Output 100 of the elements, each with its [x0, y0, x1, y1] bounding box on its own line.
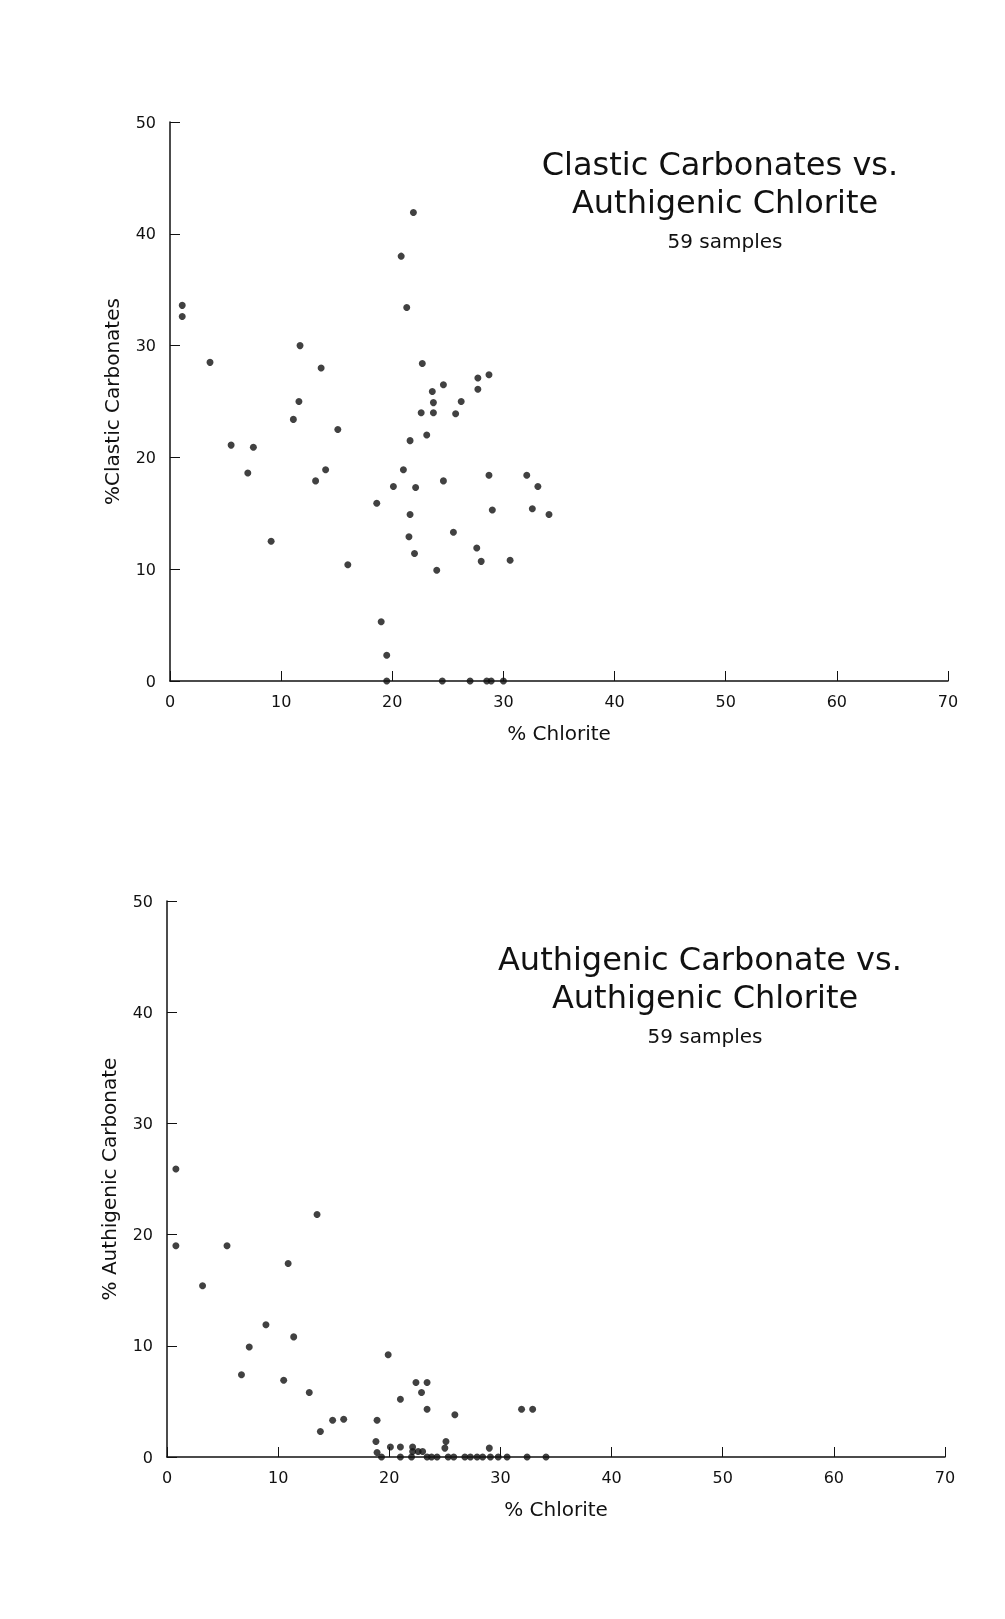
x-tick-label: 50	[712, 1467, 733, 1487]
point	[383, 677, 391, 685]
x-tick-label: 60	[826, 691, 848, 711]
point	[377, 618, 385, 626]
point	[372, 1437, 380, 1445]
point	[433, 566, 441, 574]
point	[457, 398, 465, 405]
y-tick-label: 20	[135, 447, 156, 467]
point	[485, 1444, 493, 1452]
point	[423, 431, 431, 439]
x-tick-label: 0	[161, 1467, 173, 1487]
x-tick-label: 70	[934, 1467, 956, 1487]
point	[237, 1371, 245, 1379]
y-tick-label: 0	[145, 671, 156, 691]
point	[423, 1379, 431, 1386]
x-tick-label: 30	[490, 1467, 511, 1487]
x-tick-label: 70	[937, 691, 959, 711]
point	[412, 484, 420, 492]
point	[312, 477, 320, 485]
x-tick-label: 10	[267, 1467, 289, 1487]
point	[344, 561, 352, 569]
y-tick-label: 20	[132, 1225, 153, 1245]
point	[477, 557, 485, 565]
point	[488, 506, 496, 514]
point	[406, 510, 414, 518]
point	[386, 1443, 394, 1451]
x-tick-label: 20	[379, 1467, 400, 1487]
text: Clastic Carbonates vs. Authigenic Chlorite	[541, 145, 909, 221]
text: Authigenic Carbonate vs. Authigenic Chlorite	[497, 940, 913, 1016]
point	[329, 1416, 337, 1424]
point	[418, 359, 426, 367]
y-tick-label: 0	[142, 1447, 153, 1467]
point	[429, 409, 437, 417]
y-tick-label: 30	[132, 1113, 153, 1133]
point	[452, 410, 460, 418]
point	[408, 1453, 416, 1461]
point	[499, 677, 507, 685]
point	[206, 358, 214, 366]
point	[451, 1411, 459, 1419]
point	[249, 443, 257, 451]
point	[439, 381, 447, 389]
text: 59 samples	[647, 1024, 763, 1048]
y-axis-title: % Authigenic Carbonate	[97, 1057, 121, 1301]
x-axis-title: % Chlorite	[504, 1497, 608, 1521]
y-tick-label: 10	[132, 1336, 153, 1356]
point	[506, 556, 514, 564]
point	[518, 1405, 526, 1413]
point	[450, 1453, 458, 1461]
point	[262, 1321, 270, 1329]
point	[397, 252, 405, 260]
point	[399, 466, 407, 474]
x-tick-label: 40	[601, 1467, 622, 1487]
point	[406, 437, 414, 445]
x-axis-title: % Chlorite	[507, 721, 611, 745]
point	[280, 1376, 288, 1384]
point	[223, 1242, 231, 1250]
point	[244, 469, 252, 477]
point	[396, 1453, 404, 1461]
point	[389, 482, 397, 490]
point	[396, 1395, 404, 1403]
point	[418, 1389, 426, 1396]
point	[295, 398, 303, 405]
point	[529, 1405, 537, 1413]
point	[289, 415, 297, 423]
x-tick-label: 50	[715, 691, 736, 711]
point	[373, 1449, 381, 1457]
point	[485, 471, 493, 479]
y-tick-label: 40	[135, 224, 156, 244]
point	[441, 1444, 449, 1452]
point	[473, 544, 481, 552]
point	[290, 1333, 298, 1341]
text: 59 samples	[667, 229, 783, 253]
point	[373, 1416, 381, 1424]
y-tick-label: 50	[132, 891, 153, 911]
point	[412, 1379, 420, 1386]
point	[396, 1443, 404, 1451]
point	[487, 677, 495, 685]
point	[317, 364, 325, 372]
x-tick-label: 30	[493, 691, 514, 711]
x-tick-label: 60	[823, 1467, 845, 1487]
point	[545, 510, 553, 518]
point	[486, 1453, 494, 1461]
point	[494, 1453, 502, 1461]
y-tick-label: 10	[135, 559, 156, 579]
y-tick-label: 30	[135, 336, 156, 356]
point	[373, 499, 381, 507]
point	[316, 1427, 324, 1435]
point	[172, 1242, 180, 1250]
point	[449, 528, 457, 536]
point	[267, 537, 275, 545]
x-tick-label: 40	[604, 691, 625, 711]
point	[405, 533, 413, 541]
y-axis-title: %Clastic Carbonates	[100, 298, 124, 505]
point	[466, 1453, 474, 1461]
point	[438, 677, 446, 685]
point	[199, 1282, 207, 1290]
x-tick-label: 20	[382, 691, 403, 711]
point	[322, 466, 330, 474]
point	[523, 471, 531, 479]
point	[411, 550, 419, 558]
